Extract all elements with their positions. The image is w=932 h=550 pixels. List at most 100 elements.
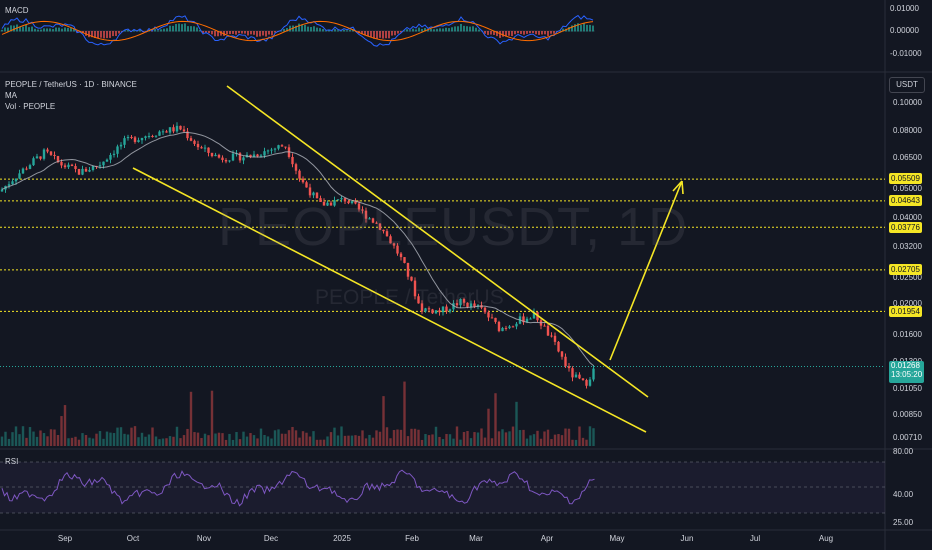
candle-body	[406, 262, 410, 277]
macd-histogram-bar	[484, 31, 486, 34]
macd-histogram-bar	[298, 23, 300, 32]
volume-bar	[483, 437, 487, 446]
candle-body	[574, 374, 578, 378]
macd-histogram-bar	[235, 31, 237, 35]
level-badge[interactable]: 0.03776	[889, 222, 922, 233]
level-badge[interactable]: 0.02705	[889, 264, 922, 275]
volume-bar	[375, 430, 378, 446]
currency-button[interactable]: USDT	[889, 77, 925, 93]
candle-body	[91, 165, 95, 170]
rsi-line	[1, 469, 595, 507]
macd-histogram-bar	[37, 29, 39, 32]
volume-bar	[7, 438, 11, 446]
volume-bar	[14, 426, 18, 446]
macd-histogram-bar	[424, 27, 426, 32]
current-price-badge: 0.01268 13:05:20	[889, 361, 925, 383]
candle-body	[371, 218, 375, 223]
macd-histogram-bar	[418, 27, 420, 32]
volume-bar	[466, 431, 469, 446]
chart-title[interactable]: PEOPLE / TetherUS · 1D · BINANCE	[5, 80, 137, 89]
level-badge[interactable]: 0.04643	[889, 195, 922, 206]
macd-histogram-bar	[46, 28, 48, 32]
macd-histogram-bar	[160, 29, 162, 32]
macd-histogram-bar	[256, 31, 258, 37]
candle-body	[588, 379, 592, 386]
volume-bar	[448, 434, 452, 446]
volume-bar	[280, 433, 284, 446]
macd-histogram-bar	[313, 26, 315, 32]
candle-body	[175, 125, 179, 132]
volume-bar	[263, 434, 266, 446]
volume-bar	[532, 434, 536, 446]
candle-body	[452, 303, 455, 310]
candle-body	[578, 374, 581, 379]
volume-bar	[151, 427, 154, 446]
macd-histogram-bar	[304, 24, 306, 32]
volume-bar	[518, 430, 522, 446]
macd-histogram-bar	[166, 28, 168, 32]
macd-histogram-bar	[265, 31, 267, 37]
time-tick: Sep	[57, 534, 73, 543]
candle-body	[515, 323, 518, 327]
volume-bar	[154, 436, 158, 446]
rsi-label[interactable]: RSI	[5, 457, 19, 466]
ma-label[interactable]: MA	[5, 91, 17, 100]
candle-body	[445, 306, 448, 312]
candle-body	[585, 380, 588, 386]
volume-bar	[455, 426, 459, 446]
volume-bar	[70, 437, 74, 446]
candle-body	[483, 307, 487, 313]
macd-histogram-bar	[226, 31, 228, 35]
candle-body	[434, 310, 438, 314]
candle-body	[553, 335, 557, 342]
macd-histogram-bar	[445, 27, 447, 32]
macd-histogram-bar	[340, 30, 342, 32]
macd-histogram-bar	[262, 31, 264, 36]
volume-bar	[564, 428, 567, 446]
volume-bar	[42, 433, 46, 446]
price-tick: 0.01050	[893, 384, 922, 393]
candle-body	[284, 146, 287, 148]
macd-label[interactable]: MACD	[5, 6, 29, 15]
macd-histogram-bar	[259, 31, 261, 37]
candle-body	[543, 325, 546, 327]
level-badge[interactable]: 0.05509	[889, 173, 922, 184]
candle-body	[217, 154, 221, 158]
price-tick: 0.02500	[893, 273, 922, 282]
level-badge[interactable]: 0.01954	[889, 306, 922, 317]
candle-body	[322, 201, 326, 206]
macd-histogram-bar	[91, 31, 93, 38]
symbol-watermark: PEOPLEUSDT, 1D	[218, 197, 689, 257]
wedge-upper-trendline	[226, 85, 649, 398]
macd-histogram-bar	[466, 26, 468, 32]
volume-bar	[445, 433, 448, 446]
volume-bar	[357, 435, 361, 446]
volume-bar	[249, 433, 252, 446]
volume-bar	[200, 438, 203, 446]
candle-body	[340, 198, 343, 200]
candle-body	[242, 157, 245, 161]
macd-histogram-bar	[82, 31, 84, 34]
macd-histogram-bar	[430, 28, 432, 32]
volume-bar	[112, 433, 116, 446]
price-tick: 0.01600	[893, 330, 922, 339]
macd-histogram-bar	[316, 27, 318, 32]
candle-body	[126, 136, 130, 139]
volume-bar	[336, 435, 340, 446]
volume-label[interactable]: Vol · PEOPLE	[5, 102, 56, 111]
macd-histogram-bar	[373, 31, 375, 39]
candle-body	[350, 201, 354, 204]
volume-bar	[343, 435, 347, 446]
volume-bar	[382, 396, 385, 446]
candle-body	[189, 138, 193, 141]
volume-bar	[207, 435, 210, 446]
macd-histogram-bar	[535, 31, 537, 35]
macd-histogram-bar	[439, 28, 441, 32]
time-tick: Aug	[818, 534, 834, 543]
time-tick: Feb	[405, 534, 419, 543]
volume-bar	[417, 429, 420, 446]
candle-body	[557, 341, 560, 352]
volume-bar	[588, 426, 592, 446]
